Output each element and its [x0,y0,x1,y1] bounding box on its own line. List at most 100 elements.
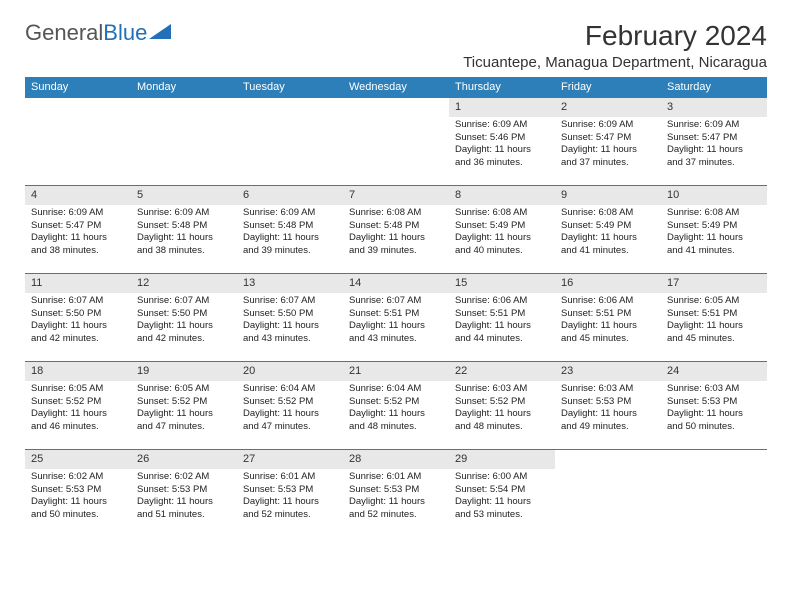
month-title: February 2024 [463,20,767,52]
dow-header: Monday [131,77,237,97]
day-number: 4 [25,186,131,205]
day-text: Sunrise: 6:03 AMSunset: 5:52 PMDaylight:… [449,381,555,438]
day-number: 11 [25,274,131,293]
day-text: Sunrise: 6:01 AMSunset: 5:53 PMDaylight:… [237,469,343,526]
calendar-cell: 12Sunrise: 6:07 AMSunset: 5:50 PMDayligh… [131,273,237,361]
day-text: Sunrise: 6:07 AMSunset: 5:50 PMDaylight:… [25,293,131,350]
day-text: Sunrise: 6:09 AMSunset: 5:48 PMDaylight:… [237,205,343,262]
day-number: 26 [131,450,237,469]
day-text: Sunrise: 6:00 AMSunset: 5:54 PMDaylight:… [449,469,555,526]
calendar-cell-empty [661,449,767,537]
day-number: 12 [131,274,237,293]
calendar-cell: 5Sunrise: 6:09 AMSunset: 5:48 PMDaylight… [131,185,237,273]
day-number: 16 [555,274,661,293]
calendar-cell: 6Sunrise: 6:09 AMSunset: 5:48 PMDaylight… [237,185,343,273]
calendar-cell-empty [237,97,343,185]
calendar-cell-empty [25,97,131,185]
calendar-cell: 2Sunrise: 6:09 AMSunset: 5:47 PMDaylight… [555,97,661,185]
title-block: February 2024 Ticuantepe, Managua Depart… [463,20,767,71]
day-text: Sunrise: 6:04 AMSunset: 5:52 PMDaylight:… [343,381,449,438]
day-text: Sunrise: 6:03 AMSunset: 5:53 PMDaylight:… [555,381,661,438]
calendar-cell: 29Sunrise: 6:00 AMSunset: 5:54 PMDayligh… [449,449,555,537]
day-number: 20 [237,362,343,381]
day-number: 2 [555,98,661,117]
calendar-cell: 21Sunrise: 6:04 AMSunset: 5:52 PMDayligh… [343,361,449,449]
day-number: 6 [237,186,343,205]
calendar-grid: SundayMondayTuesdayWednesdayThursdayFrid… [25,77,767,537]
day-number: 25 [25,450,131,469]
day-number: 22 [449,362,555,381]
day-text: Sunrise: 6:01 AMSunset: 5:53 PMDaylight:… [343,469,449,526]
calendar-cell: 18Sunrise: 6:05 AMSunset: 5:52 PMDayligh… [25,361,131,449]
day-text: Sunrise: 6:07 AMSunset: 5:50 PMDaylight:… [237,293,343,350]
calendar-cell: 23Sunrise: 6:03 AMSunset: 5:53 PMDayligh… [555,361,661,449]
day-number: 21 [343,362,449,381]
day-number: 7 [343,186,449,205]
day-number: 27 [237,450,343,469]
day-number: 9 [555,186,661,205]
calendar-cell: 17Sunrise: 6:05 AMSunset: 5:51 PMDayligh… [661,273,767,361]
day-text: Sunrise: 6:02 AMSunset: 5:53 PMDaylight:… [131,469,237,526]
dow-header: Saturday [661,77,767,97]
day-number: 24 [661,362,767,381]
day-text: Sunrise: 6:04 AMSunset: 5:52 PMDaylight:… [237,381,343,438]
day-text: Sunrise: 6:07 AMSunset: 5:51 PMDaylight:… [343,293,449,350]
logo: GeneralBlue [25,20,171,46]
page-header: GeneralBlue February 2024 Ticuantepe, Ma… [25,20,767,71]
day-text: Sunrise: 6:09 AMSunset: 5:47 PMDaylight:… [25,205,131,262]
day-number: 14 [343,274,449,293]
calendar-cell: 14Sunrise: 6:07 AMSunset: 5:51 PMDayligh… [343,273,449,361]
dow-header: Thursday [449,77,555,97]
logo-text-a: General [25,20,103,46]
calendar-cell: 24Sunrise: 6:03 AMSunset: 5:53 PMDayligh… [661,361,767,449]
calendar-cell: 3Sunrise: 6:09 AMSunset: 5:47 PMDaylight… [661,97,767,185]
day-number: 28 [343,450,449,469]
day-number: 15 [449,274,555,293]
location: Ticuantepe, Managua Department, Nicaragu… [463,54,767,71]
day-text: Sunrise: 6:09 AMSunset: 5:47 PMDaylight:… [661,117,767,174]
day-number: 5 [131,186,237,205]
logo-triangle-icon [149,24,171,42]
calendar-cell: 22Sunrise: 6:03 AMSunset: 5:52 PMDayligh… [449,361,555,449]
calendar-cell: 1Sunrise: 6:09 AMSunset: 5:46 PMDaylight… [449,97,555,185]
day-number: 18 [25,362,131,381]
dow-header: Tuesday [237,77,343,97]
calendar-cell: 15Sunrise: 6:06 AMSunset: 5:51 PMDayligh… [449,273,555,361]
day-number: 8 [449,186,555,205]
calendar-page: GeneralBlue February 2024 Ticuantepe, Ma… [0,0,792,557]
day-text: Sunrise: 6:05 AMSunset: 5:52 PMDaylight:… [25,381,131,438]
day-text: Sunrise: 6:02 AMSunset: 5:53 PMDaylight:… [25,469,131,526]
day-text: Sunrise: 6:09 AMSunset: 5:47 PMDaylight:… [555,117,661,174]
dow-header: Sunday [25,77,131,97]
calendar-cell: 19Sunrise: 6:05 AMSunset: 5:52 PMDayligh… [131,361,237,449]
day-number: 13 [237,274,343,293]
day-number: 29 [449,450,555,469]
dow-header: Wednesday [343,77,449,97]
calendar-cell: 9Sunrise: 6:08 AMSunset: 5:49 PMDaylight… [555,185,661,273]
calendar-cell: 25Sunrise: 6:02 AMSunset: 5:53 PMDayligh… [25,449,131,537]
day-text: Sunrise: 6:03 AMSunset: 5:53 PMDaylight:… [661,381,767,438]
day-text: Sunrise: 6:07 AMSunset: 5:50 PMDaylight:… [131,293,237,350]
day-text: Sunrise: 6:06 AMSunset: 5:51 PMDaylight:… [449,293,555,350]
calendar-cell: 20Sunrise: 6:04 AMSunset: 5:52 PMDayligh… [237,361,343,449]
calendar-cell: 11Sunrise: 6:07 AMSunset: 5:50 PMDayligh… [25,273,131,361]
calendar-cell: 28Sunrise: 6:01 AMSunset: 5:53 PMDayligh… [343,449,449,537]
day-text: Sunrise: 6:08 AMSunset: 5:49 PMDaylight:… [661,205,767,262]
calendar-cell: 7Sunrise: 6:08 AMSunset: 5:48 PMDaylight… [343,185,449,273]
calendar-cell-empty [343,97,449,185]
calendar-cell: 8Sunrise: 6:08 AMSunset: 5:49 PMDaylight… [449,185,555,273]
day-number: 23 [555,362,661,381]
day-number: 1 [449,98,555,117]
day-text: Sunrise: 6:08 AMSunset: 5:48 PMDaylight:… [343,205,449,262]
day-text: Sunrise: 6:09 AMSunset: 5:46 PMDaylight:… [449,117,555,174]
day-text: Sunrise: 6:06 AMSunset: 5:51 PMDaylight:… [555,293,661,350]
day-text: Sunrise: 6:08 AMSunset: 5:49 PMDaylight:… [449,205,555,262]
day-number: 17 [661,274,767,293]
calendar-cell-empty [131,97,237,185]
calendar-cell-empty [555,449,661,537]
day-number: 3 [661,98,767,117]
calendar-cell: 27Sunrise: 6:01 AMSunset: 5:53 PMDayligh… [237,449,343,537]
day-text: Sunrise: 6:05 AMSunset: 5:51 PMDaylight:… [661,293,767,350]
day-text: Sunrise: 6:08 AMSunset: 5:49 PMDaylight:… [555,205,661,262]
calendar-cell: 26Sunrise: 6:02 AMSunset: 5:53 PMDayligh… [131,449,237,537]
